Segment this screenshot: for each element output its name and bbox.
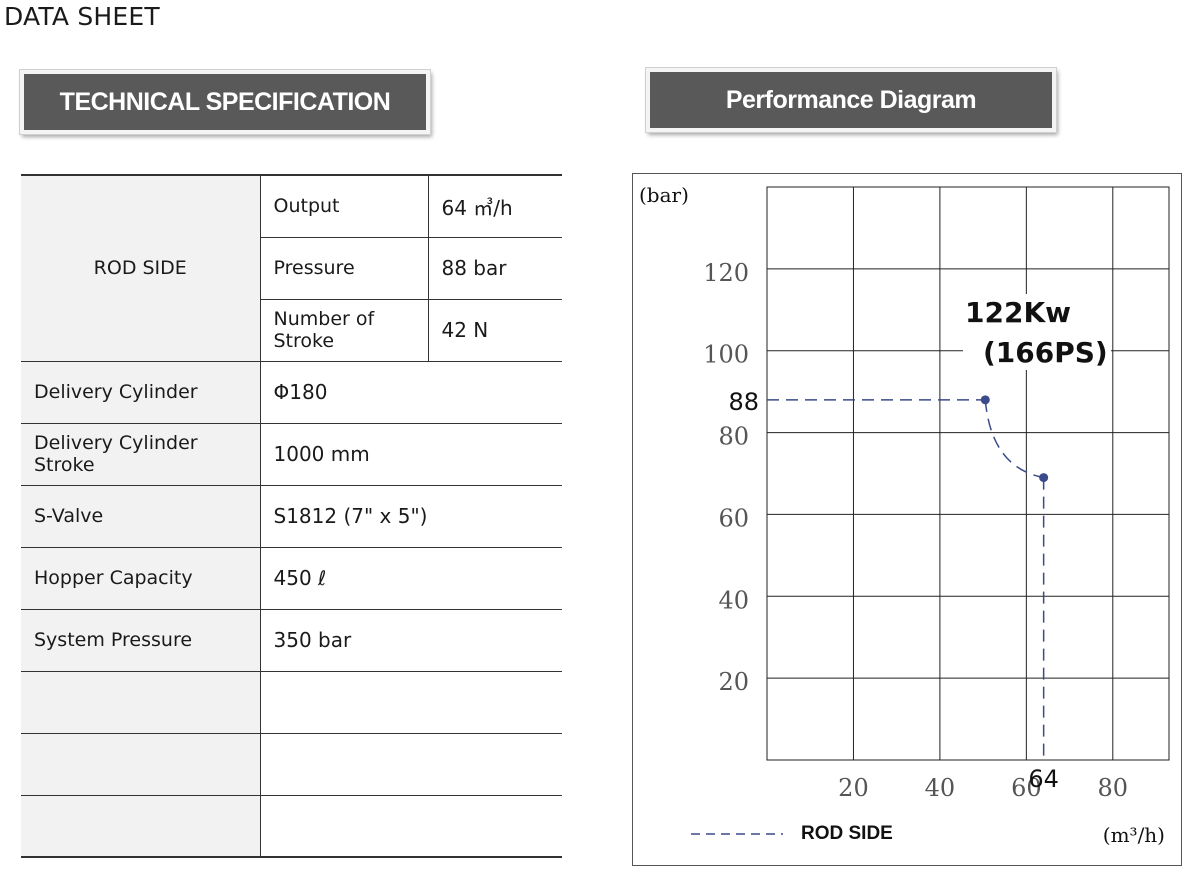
table-row: Delivery Cylinder Stroke 1000 mm <box>21 423 562 486</box>
empty-value-cell <box>260 671 562 734</box>
pressure-marker-label: 88 <box>728 388 759 416</box>
page-title: DATA SHEET <box>4 2 160 31</box>
table-row: Delivery Cylinder Φ180 <box>21 361 562 424</box>
delivery-cylinder-stroke-label: Delivery Cylinder Stroke <box>21 423 261 486</box>
system-pressure-value: 350 bar <box>260 609 562 672</box>
specification-table: ROD SIDE Output 64 ㎥/h Pressure 88 bar N… <box>21 174 562 858</box>
power-annotation: 122Kw <box>965 296 1071 329</box>
system-pressure-label: System Pressure <box>21 609 261 672</box>
y-tick-label: 20 <box>718 668 749 696</box>
delivery-cylinder-stroke-value: 1000 mm <box>260 423 562 486</box>
empty-label-cell <box>21 671 261 734</box>
pressure-value: 88 bar <box>428 237 562 300</box>
y-tick-label: 120 <box>703 259 749 287</box>
x-axis-label: (m³/h) <box>1103 823 1165 847</box>
y-tick-label: 60 <box>718 504 749 532</box>
stroke-count-label: Number of Stroke <box>260 299 429 362</box>
table-row: ROD SIDE Output 64 ㎥/h <box>21 174 562 362</box>
x-tick-label: 80 <box>1098 774 1129 802</box>
data-point <box>1039 473 1049 483</box>
empty-value-cell <box>260 795 562 858</box>
empty-value-cell <box>260 733 562 796</box>
output-marker-label: 64 <box>1028 765 1059 793</box>
hopper-capacity-value: 450 ℓ <box>260 547 562 610</box>
y-tick-label: 40 <box>718 586 749 614</box>
empty-label-cell <box>21 795 261 858</box>
y-tick-label: 100 <box>703 341 749 369</box>
power-ps-annotation: (166PS) <box>983 336 1108 369</box>
plot-frame <box>766 186 1170 761</box>
performance-chart: 20 40 60 80 100 120 20 40 60 80 (bar) (m³/h) 88 64 122… <box>632 173 1182 866</box>
s-valve-label: S-Valve <box>21 485 261 548</box>
table-row <box>21 733 562 796</box>
technical-specification-header: TECHNICAL SPECIFICATION <box>19 69 431 135</box>
x-tick-label: 20 <box>838 774 869 802</box>
annotation-background <box>963 294 1111 370</box>
table-row: System Pressure 350 bar <box>21 609 562 672</box>
empty-label-cell <box>21 733 261 796</box>
y-axis-label: (bar) <box>639 183 689 207</box>
delivery-cylinder-label: Delivery Cylinder <box>21 361 261 424</box>
pressure-label: Pressure <box>260 237 429 300</box>
performance-chart-svg: 20 40 60 80 100 120 20 40 60 80 (bar) (m³/h) 88 64 122… <box>639 183 1170 847</box>
data-point <box>980 395 990 405</box>
legend-label: ROD SIDE <box>801 823 893 844</box>
performance-diagram-header: Performance Diagram <box>645 67 1057 133</box>
x-tick-label: 40 <box>925 774 956 802</box>
x-tick-label: 60 <box>1011 774 1042 802</box>
table-row <box>21 795 562 858</box>
table-row: Hopper Capacity 450 ℓ <box>21 547 562 610</box>
stroke-count-value: 42 N <box>428 299 562 362</box>
performance-curve <box>984 399 1044 479</box>
table-row: S-Valve S1812 (7" x 5") <box>21 485 562 548</box>
delivery-cylinder-value: Φ180 <box>260 361 562 424</box>
table-row: Pressure 88 bar <box>21 237 562 300</box>
table-row <box>21 671 562 734</box>
hopper-capacity-label: Hopper Capacity <box>21 547 261 610</box>
rod-side-label: ROD SIDE <box>21 174 261 362</box>
output-label: Output <box>260 174 429 238</box>
y-tick-label: 80 <box>718 423 749 451</box>
output-value: 64 ㎥/h <box>428 174 562 238</box>
table-row: Number of Stroke 42 N <box>21 299 562 362</box>
s-valve-value: S1812 (7" x 5") <box>260 485 562 548</box>
